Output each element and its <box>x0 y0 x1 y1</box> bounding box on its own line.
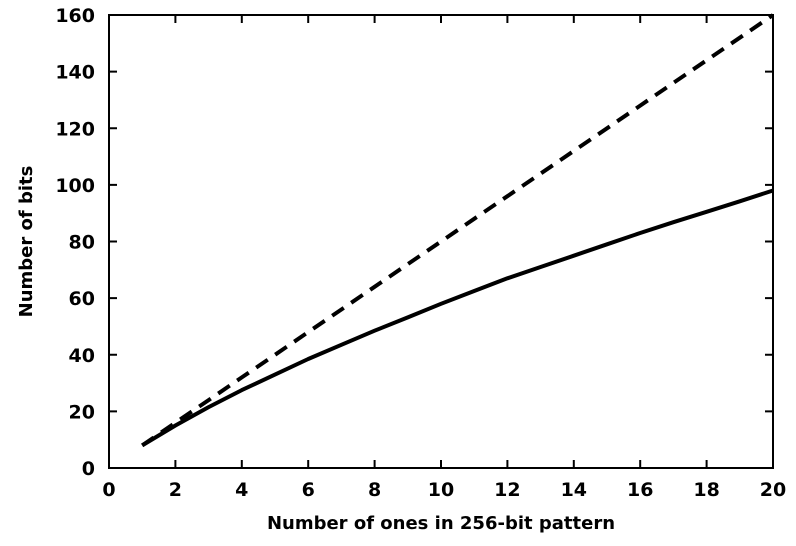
y-tick-label: 140 <box>55 62 95 84</box>
x-tick-label: 18 <box>693 479 719 501</box>
x-axis-label: Number of ones in 256-bit pattern <box>267 513 615 534</box>
x-tick-label: 8 <box>368 479 381 501</box>
x-tick-label: 0 <box>102 479 115 501</box>
x-tick-label: 14 <box>561 479 587 501</box>
y-tick-label: 40 <box>69 345 95 367</box>
x-tick-label: 12 <box>494 479 520 501</box>
x-tick-label: 10 <box>428 479 454 501</box>
y-tick-label: 60 <box>69 288 95 310</box>
x-tick-label: 6 <box>302 479 315 501</box>
y-tick-label: 20 <box>69 401 95 423</box>
series-line-solid <box>141 188 774 448</box>
x-tick-label: 2 <box>169 479 182 501</box>
y-tick-label: 80 <box>69 232 95 254</box>
y-tick-label: 160 <box>55 5 95 27</box>
series-line-dashed <box>141 13 775 448</box>
x-tick-label: 20 <box>760 479 786 501</box>
x-tick-label: 4 <box>235 479 248 501</box>
x-tick-label: 16 <box>627 479 653 501</box>
y-axis-label: Number of bits <box>16 166 37 318</box>
y-tick-label: 120 <box>55 118 95 140</box>
y-tick-label: 0 <box>82 458 95 480</box>
y-tick-label: 100 <box>55 175 95 197</box>
